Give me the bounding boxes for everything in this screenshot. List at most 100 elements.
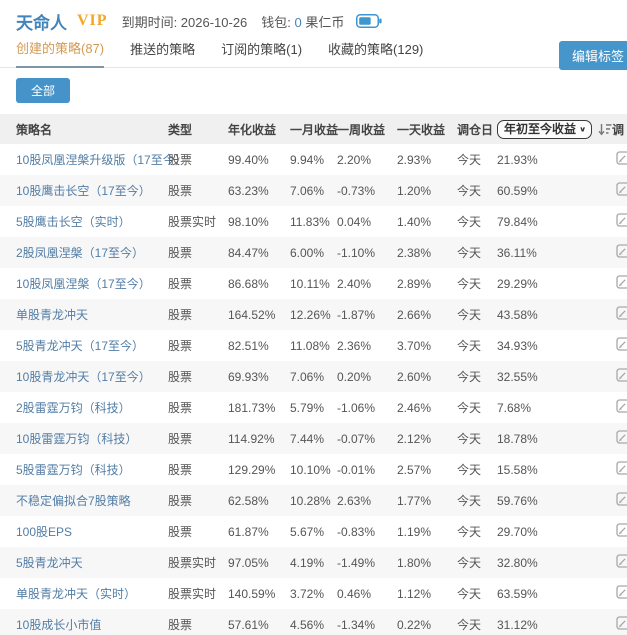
strategy-type: 股票 <box>168 184 193 198</box>
annual-return-value: 181.73% <box>228 400 276 415</box>
table-row: 10股凤凰涅槃（17至今） 股票 86.68% 10.11% 2.40% 2.8… <box>0 268 627 299</box>
edit-pencil-icon[interactable] <box>616 151 627 165</box>
edit-pencil-icon[interactable] <box>616 213 627 227</box>
edit-pencil-icon[interactable] <box>616 244 627 258</box>
week-return-value: -1.34% <box>337 617 376 632</box>
strategy-name-link[interactable]: 10股鹰击长空（17至今） <box>16 184 151 198</box>
ytd-return-value: 36.11% <box>497 245 537 260</box>
strategy-name-link[interactable]: 10股青龙冲天（17至今） <box>16 370 151 384</box>
username[interactable]: 天命人 <box>16 13 67 33</box>
sort-icon[interactable] <box>598 123 612 136</box>
month-return-value: 11.83% <box>290 214 330 229</box>
ytd-return-value: 59.76% <box>497 493 538 508</box>
annual-return-value: 86.68% <box>228 276 269 291</box>
col-header-strategy-name: 策略名 <box>16 122 53 137</box>
edit-pencil-icon[interactable] <box>616 399 627 413</box>
tab-pushed-strategies[interactable]: 推送的策略 <box>130 42 196 57</box>
month-return-value: 6.00% <box>290 245 325 260</box>
month-return-value: 7.06% <box>290 183 325 198</box>
chevron-down-icon: ∨ <box>579 124 587 133</box>
ytd-return-value: 43.58% <box>497 307 538 322</box>
month-return-value: 4.19% <box>290 555 325 570</box>
rebalance-day-value: 今天 <box>457 339 482 353</box>
table-row: 2股凤凰涅槃（17至今） 股票 84.47% 6.00% -1.10% 2.38… <box>0 237 627 268</box>
strategy-name-link[interactable]: 100股EPS <box>16 525 73 539</box>
day-return-value: 2.66% <box>397 307 432 322</box>
day-return-value: 1.80% <box>397 555 432 570</box>
ytd-return-select[interactable]: 年初至今收益 ∨ <box>497 119 593 139</box>
edit-pencil-icon[interactable] <box>616 306 627 320</box>
edit-pencil-icon[interactable] <box>616 182 627 196</box>
col-header-week-return: 一周收益 <box>337 122 386 137</box>
rebalance-day-value: 今天 <box>457 494 482 508</box>
month-return-value: 10.11% <box>290 276 330 291</box>
battery-icon <box>356 14 383 28</box>
ytd-return-value: 34.93% <box>497 338 538 353</box>
day-return-value: 1.19% <box>397 524 432 539</box>
vip-badge: VIP <box>77 12 108 29</box>
strategy-name-link[interactable]: 5股青龙冲天（17至今） <box>16 339 145 353</box>
rebalance-day-value: 今天 <box>457 525 482 539</box>
rebalance-day-value: 今天 <box>457 618 482 632</box>
edit-pencil-icon[interactable] <box>616 368 627 382</box>
ytd-return-value: 7.68% <box>497 400 532 415</box>
edit-pencil-icon[interactable] <box>616 523 627 537</box>
strategy-type: 股票实时 <box>168 587 217 601</box>
wallet-amount[interactable]: 0 <box>294 14 302 30</box>
month-return-value: 5.79% <box>290 400 325 415</box>
tab-favorited-strategies[interactable]: 收藏的策略(129) <box>328 42 424 57</box>
table-header-row: 策略名 类型 年化收益 一月收益 一周收益 一天收益 调仓日 年初至今收益 ∨ <box>0 114 627 144</box>
strategy-name-link[interactable]: 2股雷霆万钧（科技） <box>16 401 131 415</box>
month-return-value: 7.44% <box>290 431 325 446</box>
strategy-name-link[interactable]: 单股青龙冲天（实时） <box>16 587 137 601</box>
strategy-name-link[interactable]: 10股凤凰涅槃升级版（17至今） <box>16 153 187 167</box>
strategy-name-link[interactable]: 10股成长小市值 <box>16 618 102 632</box>
annual-return-value: 114.92% <box>228 431 275 446</box>
ytd-return-value: 60.59% <box>497 183 538 198</box>
month-return-value: 10.10% <box>290 462 331 477</box>
strategy-name-link[interactable]: 5股鹰击长空（实时） <box>16 215 131 229</box>
strategy-name-link[interactable]: 5股雷霆万钧（科技） <box>16 463 131 477</box>
edit-pencil-icon[interactable] <box>616 461 627 475</box>
edit-pencil-icon[interactable] <box>616 554 627 568</box>
ytd-return-value: 29.29% <box>497 276 538 291</box>
edit-pencil-icon[interactable] <box>616 616 627 630</box>
ytd-return-value: 32.80% <box>497 555 538 570</box>
edit-pencil-icon[interactable] <box>616 430 627 444</box>
strategy-type: 股票实时 <box>168 556 217 570</box>
strategy-name-link[interactable]: 不稳定偏拟合7股策略 <box>16 494 131 508</box>
edit-pencil-icon[interactable] <box>616 337 627 351</box>
strategy-name-link[interactable]: 10股凤凰涅槃（17至今） <box>16 277 151 291</box>
edit-tags-button[interactable]: 编辑标签 <box>558 41 627 70</box>
rebalance-day-value: 今天 <box>457 246 482 260</box>
edit-pencil-icon[interactable] <box>616 492 627 506</box>
strategy-name-link[interactable]: 5股青龙冲天 <box>16 556 83 570</box>
day-return-value: 1.12% <box>397 586 432 601</box>
rebalance-day-value: 今天 <box>457 277 482 291</box>
day-return-value: 2.46% <box>397 400 432 415</box>
edit-pencil-icon[interactable] <box>616 585 627 599</box>
strategy-type: 股票 <box>168 618 193 632</box>
tab-created-strategies[interactable]: 创建的策略(87) <box>16 38 105 68</box>
strategy-name-link[interactable]: 10股雷霆万钧（科技） <box>16 432 138 446</box>
tab-subscribed-strategies[interactable]: 订阅的策略(1) <box>221 42 303 57</box>
month-return-value: 4.56% <box>290 617 325 632</box>
strategy-name-link[interactable]: 2股凤凰涅槃（17至今） <box>16 246 145 260</box>
strategy-name-link[interactable]: 单股青龙冲天 <box>16 308 89 322</box>
table-row: 10股鹰击长空（17至今） 股票 63.23% 7.06% -0.73% 1.2… <box>0 175 627 206</box>
table-row: 5股雷霆万钧（科技） 股票 129.29% 10.10% -0.01% 2.57… <box>0 454 627 485</box>
annual-return-value: 164.52% <box>228 307 276 322</box>
month-return-value: 9.94% <box>290 152 325 167</box>
vip-expiry-date: 到期时间: 2026-10-26 <box>121 14 248 30</box>
filter-all-button[interactable]: 全部 <box>16 78 71 103</box>
month-return-value: 11.08% <box>290 338 330 353</box>
month-return-value: 3.72% <box>290 586 325 601</box>
table-row: 5股青龙冲天（17至今） 股票 82.51% 11.08% 2.36% 3.70… <box>0 330 627 361</box>
edit-pencil-icon[interactable] <box>616 275 627 289</box>
annual-return-value: 57.61% <box>228 617 269 632</box>
strategy-type: 股票实时 <box>168 215 217 229</box>
table-row: 单股青龙冲天 股票 164.52% 12.26% -1.87% 2.66% 今天… <box>0 299 627 330</box>
day-return-value: 2.89% <box>397 276 432 291</box>
table-row: 不稳定偏拟合7股策略 股票 62.58% 10.28% 2.63% 1.77% … <box>0 485 627 516</box>
table-row: 10股成长小市值 股票 57.61% 4.56% -1.34% 0.22% 今天… <box>0 609 627 635</box>
